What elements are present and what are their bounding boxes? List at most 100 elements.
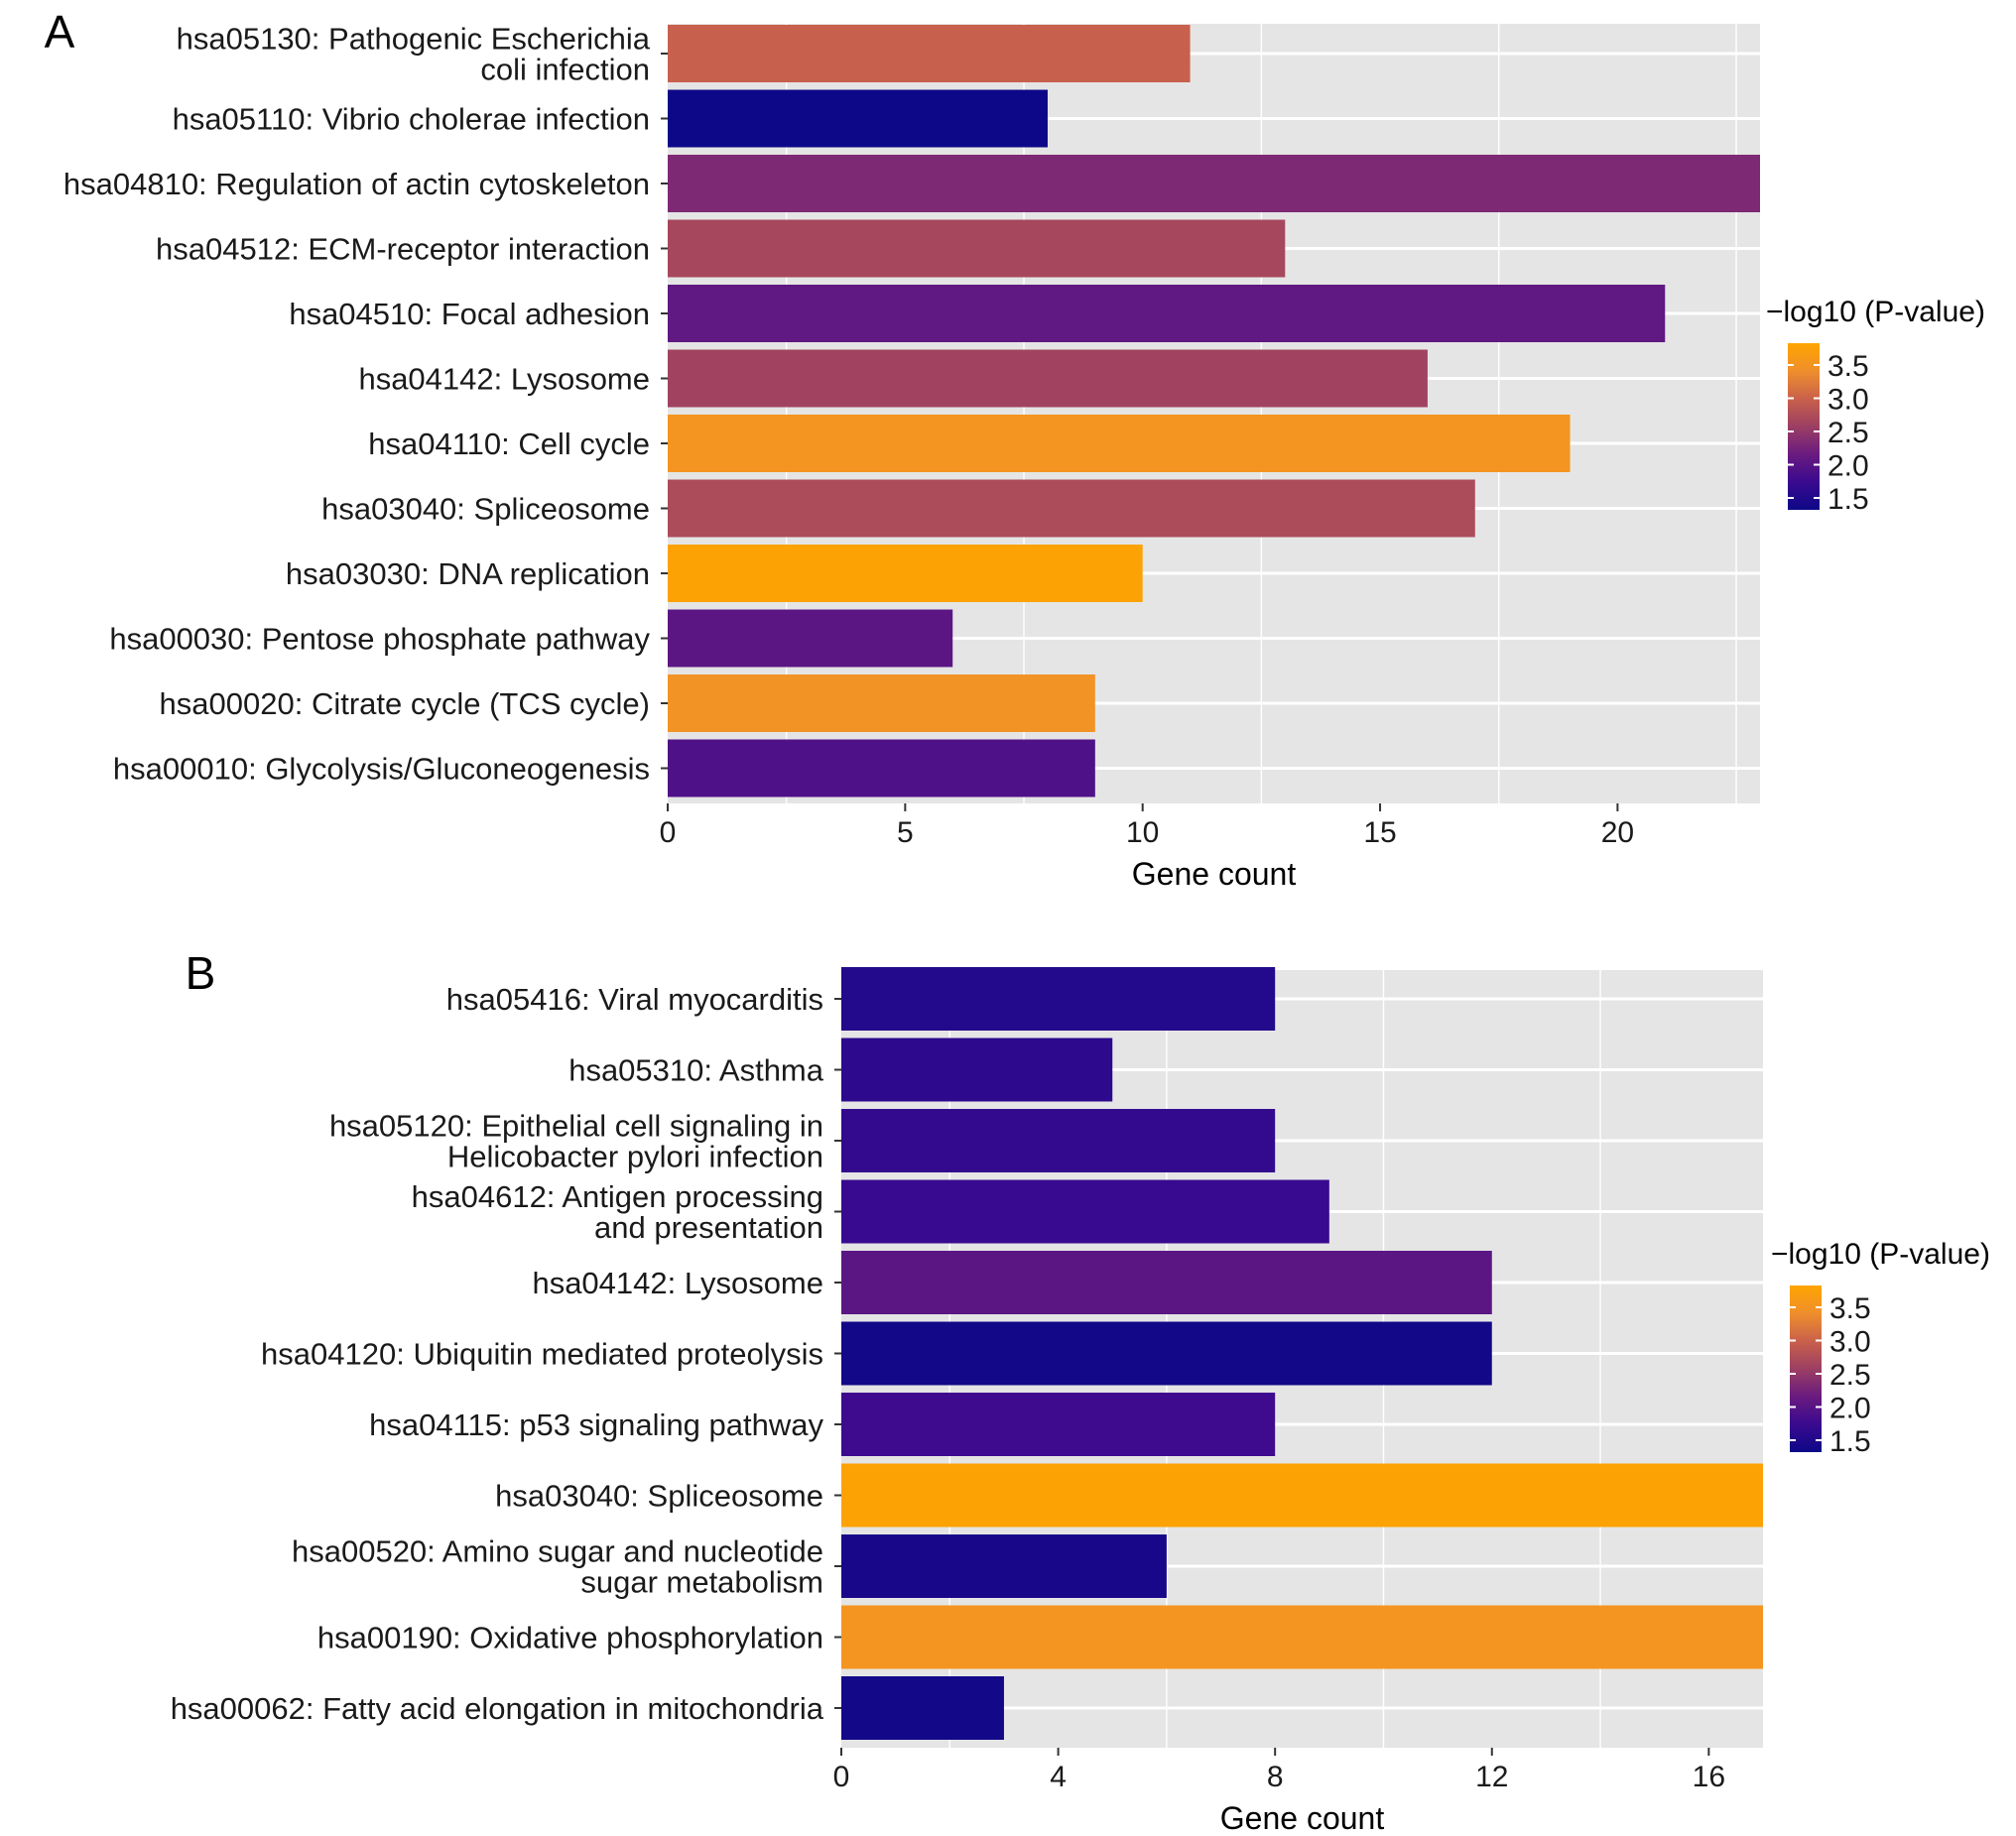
x-tick-label: 0 [660, 816, 677, 849]
bar [841, 1251, 1492, 1314]
bar [841, 1038, 1113, 1102]
x-tick-label: 20 [1601, 816, 1634, 849]
chart-panel-a: hsa05130: Pathogenic Escherichia coli inf… [45, 6, 1985, 892]
category-label: hsa05416: Viral myocarditis [446, 982, 823, 1017]
legend-title: −log10 (P-value) [1766, 296, 1985, 328]
category-label-line: coli infection [480, 53, 650, 87]
bar [841, 1534, 1167, 1598]
chart-panel-b: hsa05416: Viral myocarditis hsa05310: Ast… [171, 947, 1990, 1836]
legend-tick-label: 2.0 [1829, 1393, 1871, 1425]
category-label-line: hsa04120: Ubiquitin mediated proteolysis [261, 1337, 823, 1372]
legend-tick-label: 2.5 [1827, 417, 1869, 449]
category-label: hsa00190: Oxidative phosphorylation [317, 1621, 823, 1655]
category-label-line: hsa05130: Pathogenic Escherichia [177, 22, 651, 57]
category-label-line: Helicobacter pylori infection [447, 1140, 823, 1174]
bar [668, 545, 1143, 602]
category-label: hsa00010: Glycolysis/Gluconeogenesis [113, 752, 650, 787]
legend-title: −log10 (P-value) [1771, 1238, 1990, 1271]
category-label: hsa04810: Regulation of actin cytoskelet… [63, 167, 650, 201]
legend-colorbar [1790, 1285, 1822, 1452]
bar [668, 609, 953, 668]
category-label-line: hsa00062: Fatty acid elongation in mitoc… [171, 1691, 824, 1726]
bar [668, 219, 1286, 278]
category-label: hsa04110: Cell cycle [368, 427, 650, 461]
bar [668, 479, 1475, 538]
bar [841, 1463, 1763, 1528]
legend-tick-label: 2.5 [1829, 1359, 1871, 1392]
bar [668, 89, 1048, 148]
panel-label: B [186, 947, 216, 999]
category-label: hsa05310: Asthma [568, 1053, 824, 1088]
category-label: hsa04510: Focal adhesion [289, 297, 650, 331]
category-label-line: hsa04810: Regulation of actin cytoskelet… [63, 167, 650, 201]
category-label: hsa04120: Ubiquitin mediated proteolysis [261, 1337, 823, 1372]
plot-background [668, 24, 1760, 803]
bar [668, 674, 1095, 732]
category-label-line: hsa04142: Lysosome [532, 1266, 823, 1300]
category-label-line: hsa00030: Pentose phosphate pathway [109, 622, 650, 657]
category-label-line: hsa04110: Cell cycle [368, 427, 650, 461]
x-tick-label: 15 [1363, 816, 1396, 849]
bar [841, 1605, 1763, 1669]
category-label: hsa03030: DNA replication [286, 556, 650, 591]
x-tick-label: 0 [833, 1761, 850, 1793]
category-label-line: hsa04115: p53 signaling pathway [369, 1408, 823, 1442]
bar [841, 1179, 1329, 1244]
x-tick-label: 8 [1267, 1761, 1284, 1793]
category-label-line: hsa05120: Epithelial cell signaling in [329, 1109, 823, 1144]
category-label-line: sugar metabolism [580, 1565, 823, 1600]
category-label-line: hsa00190: Oxidative phosphorylation [317, 1621, 823, 1655]
legend-tick-label: 3.0 [1827, 384, 1869, 417]
bar [668, 349, 1428, 408]
category-label: hsa04142: Lysosome [532, 1266, 823, 1300]
category-label-line: hsa04512: ECM-receptor interaction [156, 232, 650, 267]
legend-tick-label: 3.5 [1829, 1292, 1871, 1325]
category-label: hsa04612: Antigen processing and presenta… [412, 1179, 823, 1245]
category-label: hsa04512: ECM-receptor interaction [156, 232, 650, 267]
legend-tick-label: 2.0 [1827, 450, 1869, 483]
x-tick-label: 10 [1126, 816, 1159, 849]
category-label-line: hsa05310: Asthma [568, 1053, 824, 1088]
x-tick-label: 4 [1050, 1761, 1067, 1793]
legend-tick-label: 1.5 [1829, 1425, 1871, 1458]
bar [841, 1109, 1276, 1172]
bar [668, 415, 1571, 472]
category-label-line: hsa03030: DNA replication [286, 556, 650, 591]
x-axis-title: Gene count [1132, 856, 1297, 892]
x-tick-label: 16 [1693, 1761, 1725, 1793]
category-label: hsa05120: Epithelial cell signaling in He… [329, 1109, 823, 1174]
bar [841, 967, 1276, 1031]
bar [668, 155, 1760, 212]
x-tick-label: 5 [897, 816, 914, 849]
category-label-line: hsa05416: Viral myocarditis [446, 982, 823, 1017]
category-label-line: hsa05110: Vibrio cholerae infection [173, 102, 650, 137]
category-label-line: hsa00010: Glycolysis/Gluconeogenesis [113, 752, 650, 787]
legend-tick-label: 1.5 [1827, 483, 1869, 516]
legend-tick-label: 3.0 [1829, 1326, 1871, 1359]
bar [668, 739, 1095, 797]
x-axis-title: Gene count [1220, 1800, 1385, 1836]
category-label: hsa05110: Vibrio cholerae infection [173, 102, 650, 137]
category-label: hsa00030: Pentose phosphate pathway [109, 622, 650, 657]
category-label: hsa04115: p53 signaling pathway [369, 1408, 823, 1442]
category-label-line: hsa04612: Antigen processing [412, 1179, 823, 1214]
category-label-line: hsa04142: Lysosome [358, 362, 650, 397]
category-label-line: and presentation [594, 1210, 823, 1245]
bar [841, 1676, 1004, 1740]
category-label-line: hsa00520: Amino sugar and nucleotide [292, 1534, 823, 1569]
x-tick-label: 12 [1475, 1761, 1508, 1793]
category-label: hsa00520: Amino sugar and nucleotide suga… [292, 1534, 823, 1600]
bar [841, 1321, 1492, 1386]
category-label: hsa05130: Pathogenic Escherichia coli inf… [177, 22, 651, 87]
category-label-line: hsa04510: Focal adhesion [289, 297, 650, 331]
bar [668, 25, 1191, 82]
category-label-line: hsa03040: Spliceosome [495, 1479, 823, 1514]
category-label: hsa04142: Lysosome [358, 362, 650, 397]
legend-tick-label: 3.5 [1827, 350, 1869, 383]
category-label-line: hsa00020: Citrate cycle (TCS cycle) [160, 686, 650, 721]
category-label: hsa00020: Citrate cycle (TCS cycle) [160, 686, 650, 721]
legend-colorbar [1788, 343, 1820, 510]
bar [841, 1393, 1276, 1456]
category-label-line: hsa03040: Spliceosome [321, 492, 650, 527]
